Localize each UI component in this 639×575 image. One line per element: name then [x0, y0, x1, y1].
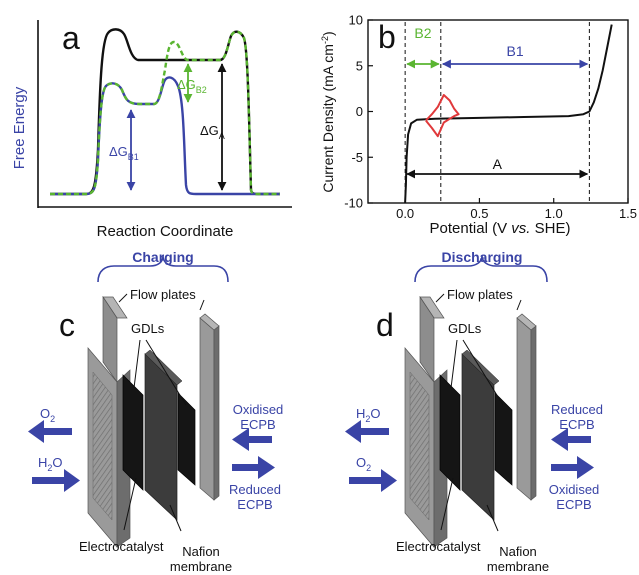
panel-d-flowplate-callout-2	[516, 299, 522, 311]
panel-d-right-flow-plate	[516, 313, 537, 501]
panel-a-dgb1-label: ΔGB1	[109, 144, 139, 162]
panel-d-arrow-h2o-out	[345, 420, 389, 443]
panel-c-nafion-callout	[169, 504, 182, 532]
panel-d-right-top-label-2: ECPB	[559, 417, 594, 432]
panel-b-ranges: B2 B1 A	[406, 25, 589, 179]
panel-c-right-top-label-2: ECPB	[240, 417, 275, 432]
panel-c-electrocatalyst-label: Electrocatalyst	[79, 539, 164, 554]
panel-c-flow-plates-label: Flow plates	[130, 287, 196, 302]
x-tick-label: 0.0	[396, 206, 414, 221]
series-line-red	[425, 94, 460, 138]
panel-c-arrow-h2o-in	[32, 469, 80, 492]
panel-a-curve-green	[50, 30, 280, 196]
panel-a-xlabel: Reaction Coordinate	[97, 223, 234, 240]
panel-d-right-bottom-label-1: Oxidised	[549, 482, 600, 497]
panel-a-dga-label: ΔGA	[200, 123, 225, 141]
panel-c-arrow-o2-out	[28, 420, 72, 443]
panel-d-gdls-label: GDLs	[448, 321, 482, 336]
panel-d-gdl-callout-2	[462, 339, 504, 406]
y-tick-label: -5	[351, 150, 363, 165]
panel-c-gdl-callout-2	[145, 339, 187, 406]
panel-c: Charging c Flow plates GDLs	[28, 249, 283, 574]
panel-d-gdl-right	[494, 392, 513, 486]
panel-b-xlabel: Potential (V vs. SHE)	[430, 220, 571, 237]
panel-b-letter: b	[378, 19, 396, 55]
panel-d-left-bottom-label: O2	[356, 455, 371, 473]
panel-a: a Free Energy Reaction Coordinate ΔGB1 Δ…	[11, 20, 292, 240]
panel-c-arrow-ecpb-in	[232, 428, 272, 451]
panel-c-electrocatalyst-callout	[123, 477, 137, 531]
panel-d-gdl-left	[439, 374, 461, 491]
panel-c-nafion-label-2: membrane	[170, 559, 232, 574]
panel-d-left-flow-plate	[404, 295, 448, 548]
y-tick-label: -10	[344, 196, 363, 211]
panel-c-gdl-callout-1	[133, 339, 141, 389]
panel-d-nafion-label-2: membrane	[487, 559, 549, 574]
panel-a-letter: a	[62, 20, 80, 56]
panel-c-gdls-label: GDLs	[131, 321, 165, 336]
panel-a-curve-blue	[50, 76, 280, 196]
panel-a-ylabel: Free Energy	[11, 86, 28, 169]
panel-d-arrow-o2-in	[349, 469, 397, 492]
panel-c-right-bottom-label-2: ECPB	[237, 497, 272, 512]
panel-c-nafion-label-1: Nafion	[182, 544, 220, 559]
panel-d: Discharging d Flow plates GDLs Electroca…	[345, 249, 603, 574]
panel-c-letter: c	[59, 307, 75, 343]
panel-d-right-bottom-label-2: ECPB	[556, 497, 591, 512]
panel-d-arrow-ecpb-out	[551, 456, 594, 479]
range-label-b2: B2	[414, 25, 431, 41]
panel-c-arrow-ecpb-out	[232, 456, 275, 479]
panel-c-gdl-right	[177, 392, 196, 486]
panel-d-right-top-label-1: Reduced	[551, 402, 603, 417]
panel-a-dgb2-label: ΔGB2	[177, 77, 207, 95]
panel-d-gdl-callout-1	[450, 339, 458, 389]
x-tick-label: 0.5	[470, 206, 488, 221]
panel-c-right-top-label-1: Oxidised	[233, 402, 284, 417]
panel-d-flowplate-callout-1	[435, 293, 445, 303]
panel-b-series	[404, 24, 613, 204]
panel-d-flow-plates-label: Flow plates	[447, 287, 513, 302]
series-line-black	[404, 24, 613, 204]
panel-d-arrow-ecpb-in	[551, 428, 591, 451]
panel-b-ticks: 0.0 0.5 1.0 1.5 10 5 0 -5 -10	[344, 13, 637, 222]
panel-c-left-top-label: O2	[40, 406, 55, 424]
panel-c-flowplate-callout-1	[118, 293, 128, 303]
panel-d-letter: d	[376, 307, 394, 343]
y-tick-label: 10	[349, 13, 363, 28]
x-tick-label: 1.0	[545, 206, 563, 221]
y-tick-label: 5	[356, 58, 363, 73]
panel-d-nafion-label-1: Nafion	[499, 544, 537, 559]
range-label-b1: B1	[507, 43, 524, 59]
panel-d-nafion-callout	[486, 504, 499, 532]
panel-d-electrocatalyst-label: Electrocatalyst	[396, 539, 481, 554]
panel-c-gdl-left	[122, 374, 144, 491]
panel-c-left-bottom-label: H2O	[38, 455, 63, 473]
panel-b: b 0.0 0.5 1.0 1.5 10 5 0 -5 -10 B2 B1 A Potential …	[320, 13, 637, 238]
panel-b-ylabel: Current Density (mA cm-2)	[320, 31, 336, 192]
x-tick-label: 1.5	[619, 206, 637, 221]
panel-c-left-flow-plate	[87, 295, 131, 548]
panel-d-left-top-label: H2O	[356, 406, 381, 424]
y-tick-label: 0	[356, 104, 363, 119]
panel-c-brace	[97, 255, 229, 283]
range-label-a: A	[493, 156, 503, 172]
panel-c-right-bottom-label-1: Reduced	[229, 482, 281, 497]
panel-d-electrocatalyst-callout	[440, 477, 454, 531]
panel-c-flowplate-callout-2	[199, 299, 205, 311]
panel-d-brace	[414, 255, 548, 283]
panel-c-right-flow-plate	[199, 313, 220, 501]
